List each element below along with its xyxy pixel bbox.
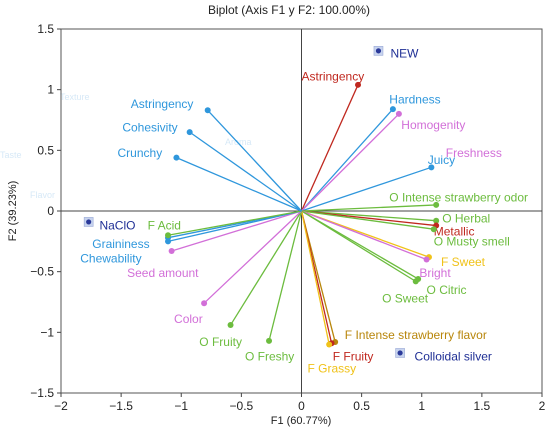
variable-vector-line [268, 210, 303, 341]
observation-label: Colloidal silver [415, 350, 492, 364]
x-axis-label: F1 (60.77%) [271, 415, 332, 427]
variable-vector-point [412, 278, 419, 285]
variable-vector-point [168, 248, 175, 255]
variable-vector-point [326, 341, 333, 348]
variable-label: Homogenity [401, 118, 465, 132]
variable-vector-line [203, 210, 302, 304]
x-tick-label: −2 [54, 399, 68, 413]
ghost-label: Aroma [225, 137, 252, 147]
variable-vector-line [301, 108, 394, 212]
variable-vector-line [301, 166, 432, 212]
y-axis-ticks: 1.5 1 0.5 0 −0.5 −1 −1.5 [30, 22, 61, 400]
variable-label: Astringency [302, 69, 365, 83]
variable-vector-point [430, 226, 437, 233]
variable-vector-point [389, 106, 396, 113]
variable-vector-line [301, 210, 417, 282]
variable-label: Bright [419, 266, 451, 280]
y-tick-label: 1 [47, 83, 54, 97]
variable-vector-line [301, 210, 437, 227]
x-tick-label: 0.5 [353, 399, 370, 413]
x-tick-label: −1.5 [109, 399, 133, 413]
variable-label: Hardness [389, 92, 440, 106]
x-tick-label: −1 [174, 399, 188, 413]
variable-label: O Musty smell [434, 234, 510, 248]
variable-vector-line [300, 210, 330, 345]
variable-vector-point [186, 129, 193, 136]
variable-vector-point [395, 110, 402, 117]
observation-label: NaClO [99, 219, 135, 233]
variable-label: Metallic [434, 225, 475, 239]
variable-vector-point [227, 322, 234, 329]
variable-vector-point [173, 154, 180, 161]
variable-vector-line [171, 210, 302, 252]
x-tick-label: −0.5 [230, 399, 254, 413]
x-tick-label: 0 [298, 399, 305, 413]
variable-vector-point [433, 201, 440, 208]
observation-points: NEW NaClO Colloidal silver [83, 46, 492, 364]
x-tick-label: 2 [539, 399, 546, 413]
variable-label: O Fruity [199, 335, 242, 349]
observation-point [86, 219, 92, 225]
y-tick-label: −0.5 [30, 265, 54, 279]
variable-label: Astringency [131, 97, 194, 111]
chart-title: Biplot (Axis F1 y F2: 100.00%) [208, 3, 370, 17]
variable-vector-point [428, 164, 435, 171]
variable-label: F Intense strawberry flavor [345, 328, 487, 342]
variable-vector-line [300, 84, 359, 212]
y-axis-label: F2 (39.23%) [7, 181, 19, 242]
variable-vector-point [266, 337, 273, 344]
variable-vector-line [301, 210, 434, 230]
variable-vector-line [230, 210, 303, 326]
y-tick-label: 0.5 [37, 143, 54, 157]
variable-label: F Acid [148, 219, 181, 233]
variable-label: Color [174, 312, 203, 326]
observation-label: NEW [390, 46, 419, 60]
variable-label: O Freshy [245, 350, 294, 364]
variable-label: O Herbal [442, 211, 490, 225]
ghost-label: Flavor [30, 190, 55, 200]
y-tick-label: 1.5 [37, 22, 54, 36]
variable-vector-point [165, 232, 172, 239]
faint-background-labels: Texture Aroma Taste Flavor [0, 92, 252, 200]
variable-vector-line [189, 131, 302, 212]
variable-vector-point [355, 81, 362, 88]
x-tick-label: 1 [418, 399, 425, 413]
variable-label: Seed amount [127, 266, 199, 280]
variable-vector-line [167, 210, 302, 236]
variable-vector-point [201, 300, 208, 307]
variable-vector-line [301, 210, 437, 222]
variable-label: F Grassy [308, 362, 357, 376]
ghost-label: Texture [60, 92, 90, 102]
variable-label: Juicy [428, 153, 455, 167]
variable-label: Chewability [80, 251, 141, 265]
x-axis-ticks: −2 −1.5 −1 −0.5 0 0.5 1 1.5 2 [54, 393, 546, 413]
variable-label: Freshness [446, 146, 502, 160]
variable-vector-line [207, 109, 302, 212]
variable-label: Graininess [92, 237, 149, 251]
observation-point [397, 350, 403, 356]
variable-label: F Sweet [441, 255, 486, 269]
variable-label: Crunchy [118, 146, 163, 160]
variable-vectors: Astringency Hardness Homogenity JuicyFreshn… [80, 69, 528, 375]
variable-label: F Fruity [333, 350, 374, 364]
ghost-label: Taste [0, 150, 22, 160]
y-tick-label: −1 [40, 325, 54, 339]
variable-vector-line [301, 204, 437, 212]
variable-label: O Citric [427, 283, 467, 297]
variable-vector-line [301, 210, 427, 261]
variable-vector-point [433, 217, 440, 224]
variable-vector-line [301, 113, 400, 212]
variable-label: O Sweet [382, 291, 429, 305]
y-tick-label: −1.5 [30, 386, 54, 400]
observation-point [375, 48, 382, 54]
y-tick-label: 0 [47, 204, 54, 218]
x-tick-label: 1.5 [474, 399, 491, 413]
variable-label: Cohesivity [122, 120, 177, 134]
variable-vector-point [423, 256, 430, 263]
variable-vector-point [204, 107, 211, 114]
variable-label: O Intense strawberry odor [389, 191, 528, 205]
variable-vector-line [176, 157, 302, 212]
